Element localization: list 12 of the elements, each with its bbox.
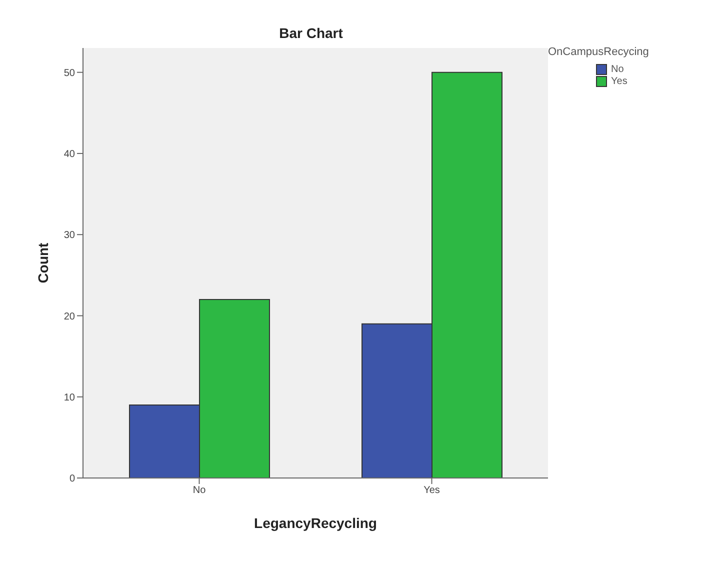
y-tick-label: 20 [64, 311, 76, 322]
legend-title: OnCampusRecycing [548, 46, 650, 58]
x-axis-title: LegancyRecycling [254, 515, 377, 531]
legend-label: No [611, 64, 624, 75]
chart-title: Bar Chart [279, 25, 344, 41]
legend-label: Yes [611, 76, 628, 87]
y-tick-label: 50 [64, 68, 76, 79]
y-tick-label: 10 [64, 392, 76, 404]
y-axis-title: Count [34, 242, 51, 284]
y-tick-label: 0 [69, 474, 76, 485]
y-tick-label: 30 [64, 230, 76, 242]
y-tick-label: 40 [64, 149, 76, 160]
